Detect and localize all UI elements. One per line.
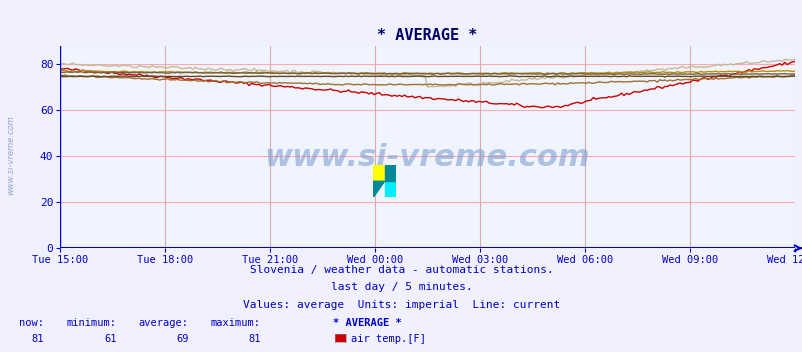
Text: maximum:: maximum:	[211, 318, 261, 328]
Text: last day / 5 minutes.: last day / 5 minutes.	[330, 282, 472, 293]
Text: * AVERAGE *: * AVERAGE *	[333, 318, 402, 328]
Text: now:: now:	[19, 318, 44, 328]
Text: air temp.[F]: air temp.[F]	[350, 334, 425, 344]
Text: 81: 81	[248, 334, 261, 344]
Text: www.si-vreme.com: www.si-vreme.com	[6, 115, 15, 195]
Text: 81: 81	[31, 334, 44, 344]
Text: average:: average:	[139, 318, 188, 328]
Bar	[384, 181, 395, 197]
Text: Values: average  Units: imperial  Line: current: Values: average Units: imperial Line: cu…	[242, 300, 560, 310]
Polygon shape	[373, 181, 384, 197]
Text: Slovenia / weather data - automatic stations.: Slovenia / weather data - automatic stat…	[249, 265, 553, 275]
Title: * AVERAGE *: * AVERAGE *	[377, 28, 477, 43]
Polygon shape	[384, 165, 395, 181]
Text: 61: 61	[103, 334, 116, 344]
Text: 69: 69	[176, 334, 188, 344]
Bar	[373, 165, 384, 181]
Text: minimum:: minimum:	[67, 318, 116, 328]
Text: www.si-vreme.com: www.si-vreme.com	[265, 143, 589, 171]
